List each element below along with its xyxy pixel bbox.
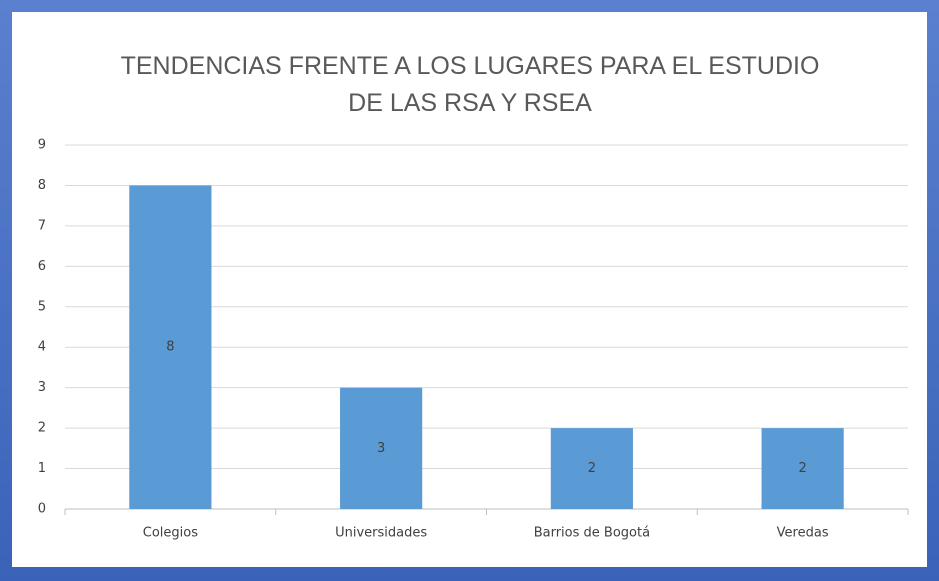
data-label: 2 [798, 461, 806, 476]
y-tick-label: 2 [38, 421, 46, 436]
data-label: 3 [377, 441, 385, 456]
x-tick-label: Veredas [777, 526, 829, 541]
y-tick-label: 1 [38, 461, 46, 476]
y-tick-label: 7 [38, 218, 46, 233]
y-tick-label: 0 [38, 502, 46, 517]
y-tick-label: 5 [38, 299, 46, 314]
y-tick-label: 6 [38, 259, 46, 274]
bar [550, 428, 633, 509]
y-tick-label: 8 [38, 178, 46, 193]
x-tick-label: Colegios [143, 526, 198, 541]
data-label: 8 [166, 340, 174, 355]
chart-title: TENDENCIAS FRENTE A LOS LUGARES PARA EL … [120, 52, 820, 117]
y-tick-label: 9 [38, 138, 46, 153]
x-tick-label: Barrios de Bogotá [534, 526, 650, 541]
data-label: 2 [588, 461, 596, 476]
bar [340, 387, 423, 509]
y-tick-label: 3 [38, 380, 46, 395]
x-tick-label: Universidades [335, 526, 427, 541]
bar [129, 185, 212, 509]
y-tick-label: 4 [38, 340, 46, 355]
bar [761, 428, 844, 509]
